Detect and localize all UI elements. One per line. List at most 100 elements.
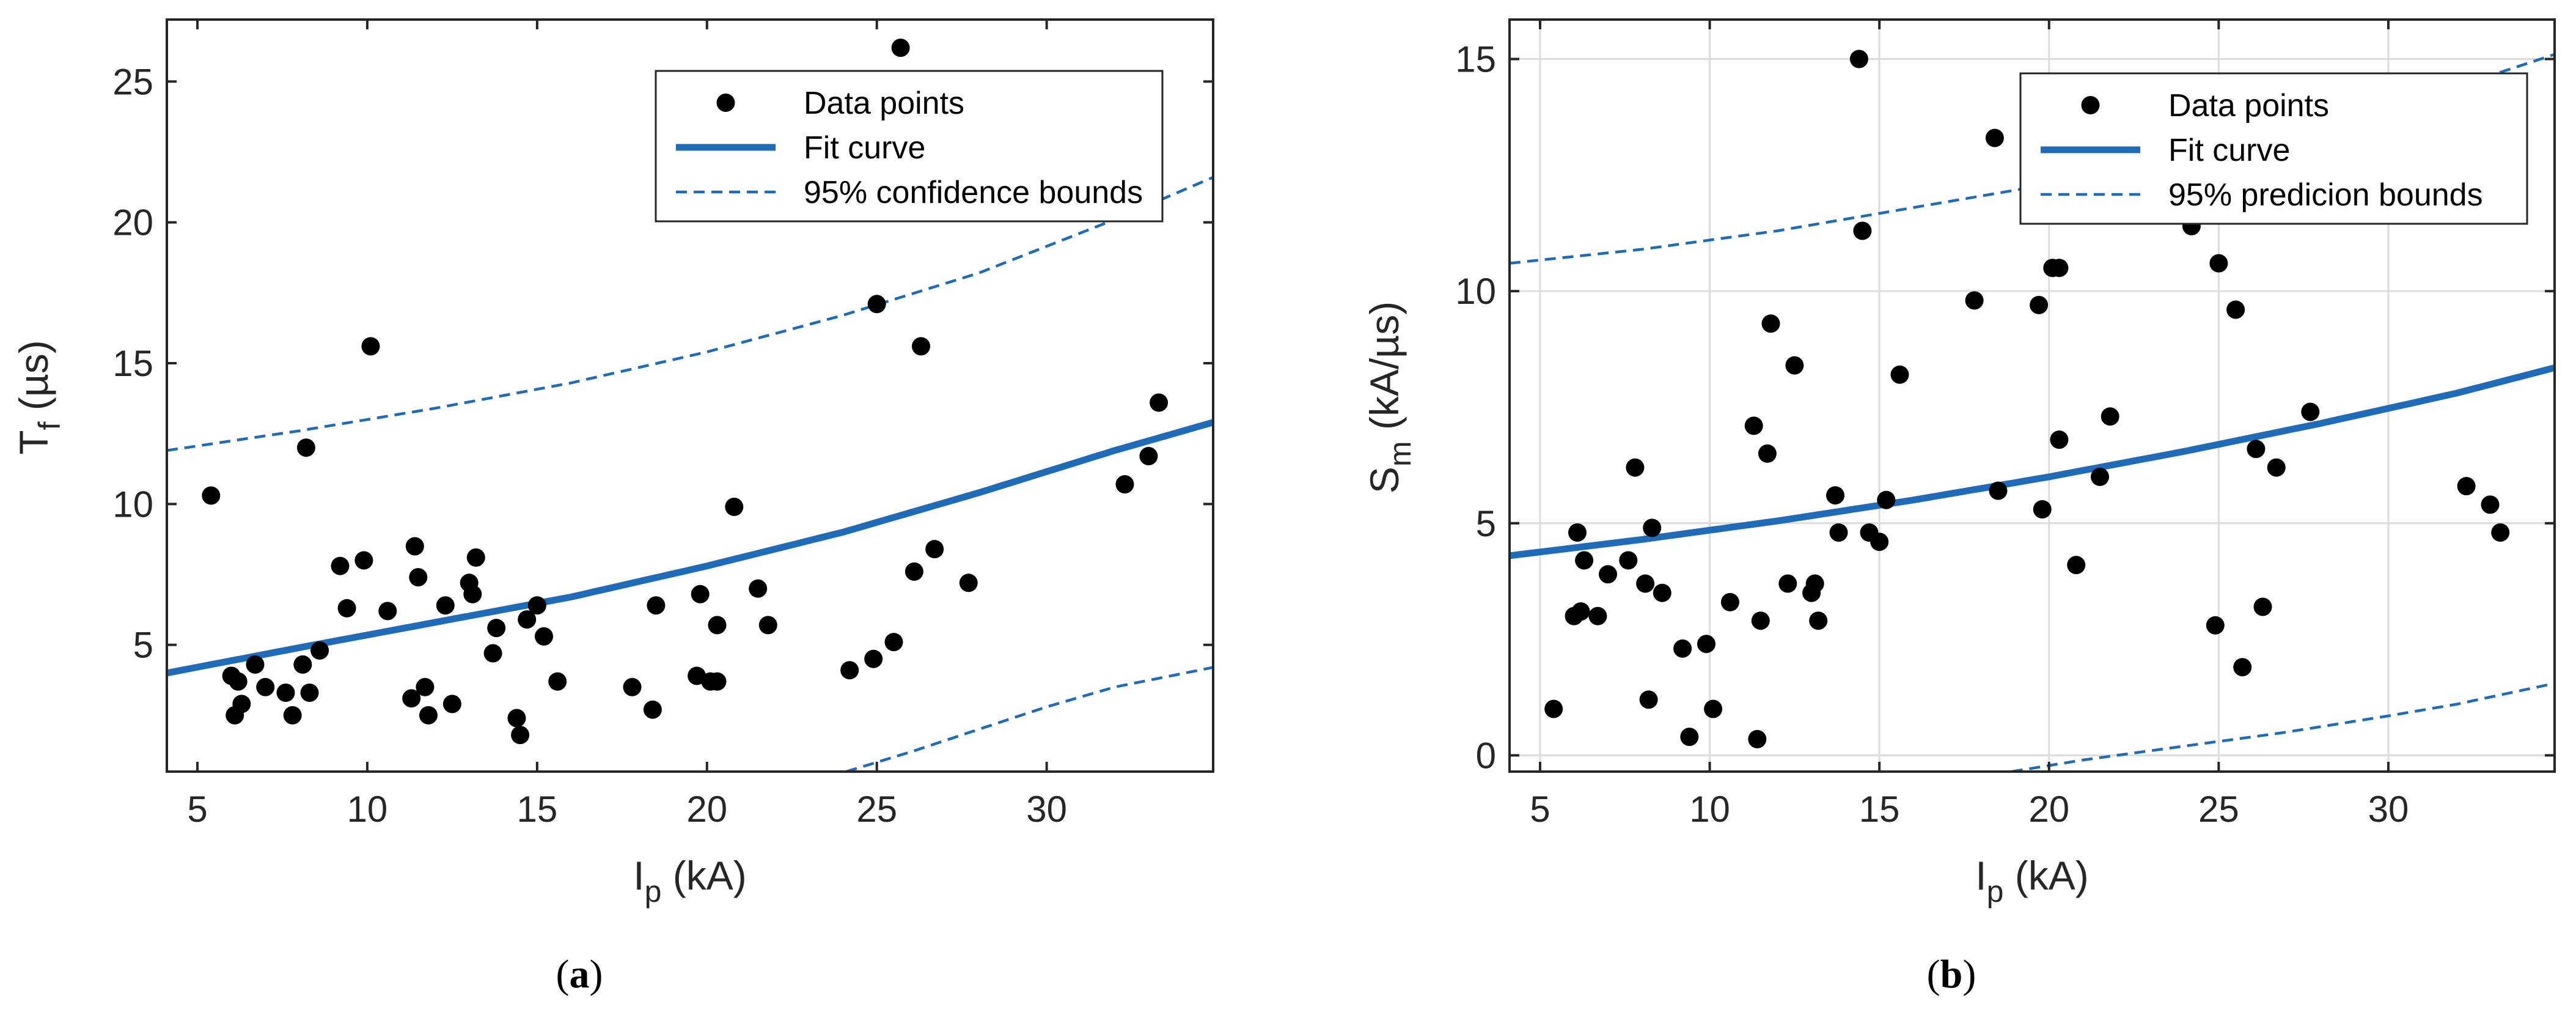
data-point <box>1680 728 1699 747</box>
data-point <box>1643 518 1662 537</box>
data-point <box>891 39 910 57</box>
data-point <box>1785 356 1804 375</box>
fit-curve <box>1510 364 2555 559</box>
data-point <box>283 706 302 725</box>
data-point <box>725 498 744 516</box>
data-point <box>1761 314 1780 333</box>
data-point <box>1829 523 1848 542</box>
data-point <box>405 537 424 556</box>
data-point <box>511 726 530 745</box>
legend: Data points Fit curve 95% predicion bounds <box>2019 72 2528 225</box>
legend-label: Fit curve <box>804 130 925 166</box>
bound-curve <box>1510 53 2555 265</box>
data-point <box>1720 592 1739 611</box>
data-point <box>1965 291 1984 310</box>
data-point <box>1849 50 1868 68</box>
y-tick-label: 10 <box>1455 271 1496 312</box>
data-point <box>1870 533 1889 551</box>
data-point <box>1697 635 1715 654</box>
data-point <box>884 633 903 652</box>
x-tick-label: 5 <box>187 789 207 830</box>
y-axis-label: Tf (µs) <box>11 340 67 455</box>
data-point <box>1588 607 1607 625</box>
data-point <box>202 486 221 505</box>
bound-curve <box>846 666 1213 772</box>
data-point <box>1751 611 1770 630</box>
data-point <box>1826 486 1844 505</box>
data-point <box>643 700 662 719</box>
data-point <box>1805 574 1824 593</box>
data-point <box>2247 440 2266 459</box>
data-point <box>296 438 315 457</box>
data-point <box>416 677 435 696</box>
x-tick-label: 5 <box>1530 789 1550 830</box>
data-point <box>708 616 727 635</box>
data-point <box>708 672 727 691</box>
data-point <box>246 655 265 674</box>
x-tick-label: 20 <box>2028 789 2069 830</box>
data-point <box>1985 128 2004 147</box>
data-point <box>293 655 312 674</box>
data-point <box>864 649 883 668</box>
data-point <box>1890 365 1909 384</box>
data-point <box>2067 556 2086 575</box>
y-tick-label: 25 <box>112 61 153 102</box>
legend-label: Fit curve <box>2168 133 2290 168</box>
data-point <box>2030 295 2049 314</box>
data-point <box>256 677 275 696</box>
legend-label: Data points <box>804 86 964 121</box>
data-point <box>1758 444 1777 463</box>
legend: Data points Fit curve 95% confidence bound… <box>655 70 1164 223</box>
data-point <box>483 644 502 663</box>
data-point <box>402 689 421 708</box>
data-point <box>1571 602 1590 621</box>
data-point <box>867 295 886 314</box>
data-point <box>1853 221 1872 240</box>
data-point <box>463 585 482 603</box>
data-point <box>2226 300 2245 319</box>
data-point <box>1989 481 2008 500</box>
data-point <box>1636 574 1655 593</box>
x-axis-label: Ip (kA) <box>1975 853 2088 909</box>
data-point <box>548 672 567 691</box>
data-point <box>232 695 251 714</box>
axes-box <box>1508 18 2556 773</box>
legend-marker-points <box>716 94 735 112</box>
x-tick-label: 10 <box>1689 789 1730 830</box>
y-tick-label: 5 <box>1476 503 1496 544</box>
data-point <box>1653 583 1671 602</box>
data-point <box>300 684 319 702</box>
data-point <box>2209 254 2228 273</box>
plot-area <box>167 39 1213 772</box>
data-point <box>1115 475 1134 494</box>
data-point <box>840 661 859 680</box>
plot-area <box>1510 50 2555 772</box>
data-point <box>535 627 553 646</box>
data-point <box>337 599 356 618</box>
legend-label: 95% confidence bounds <box>804 175 1143 210</box>
x-tick-label: 20 <box>686 789 727 830</box>
data-point <box>2091 467 2109 486</box>
data-point <box>2050 259 2069 278</box>
data-point <box>487 619 506 638</box>
y-tick-label: 0 <box>1476 735 1496 776</box>
data-point <box>1150 393 1169 412</box>
data-point <box>2033 500 2052 518</box>
legend-label: 95% predicion bounds <box>2168 177 2483 213</box>
data-point <box>1599 565 1617 584</box>
data-point <box>1639 690 1658 709</box>
caption: (b) <box>1927 952 1976 997</box>
x-axis-label: Ip (kA) <box>633 853 746 909</box>
data-point <box>2206 616 2225 635</box>
data-point <box>361 337 380 356</box>
bound-curve <box>167 175 1213 452</box>
y-tick-label: 15 <box>1455 39 1496 80</box>
data-point <box>331 556 350 575</box>
x-tick-label: 30 <box>2368 789 2409 830</box>
y-tick-label: 5 <box>133 625 153 666</box>
data-point <box>691 585 710 603</box>
x-tick-label: 15 <box>1859 789 1900 830</box>
chart-a: 5 10 15 20 25 30 5 10 15 20 25 Ip (kA) Tf (µs) Data p… <box>11 18 1214 997</box>
y-axis-label: Sm (kA/µs) <box>1362 301 1417 493</box>
x-tick-label: 10 <box>347 789 388 830</box>
